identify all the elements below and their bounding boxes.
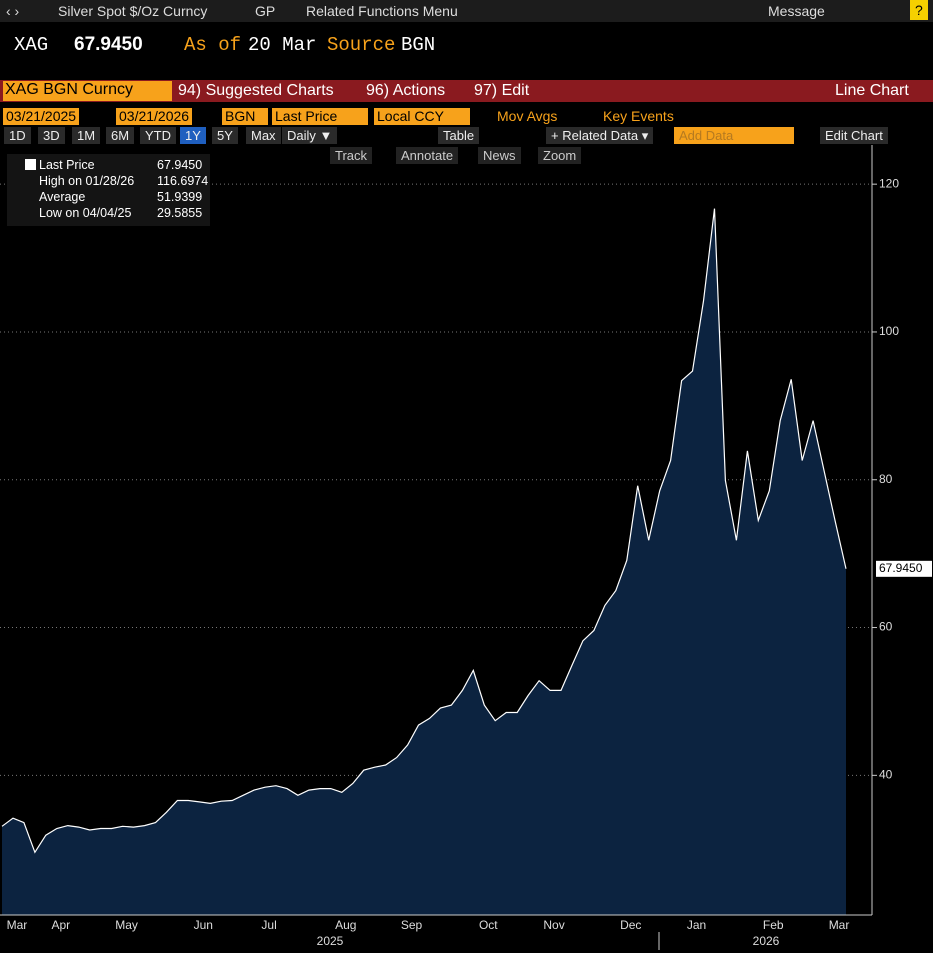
field[interactable]: Last Price [272, 108, 368, 125]
start-date[interactable]: 03/21/2025 [3, 108, 80, 125]
legend-value: 51.9399 [157, 190, 203, 204]
button[interactable]: Edit Chart [820, 127, 888, 144]
area [2, 208, 846, 916]
x-tick-label: Aug [335, 918, 356, 932]
top-bar: ‹ › Silver Spot $/Oz Curncy GP Related F… [0, 0, 933, 22]
function[interactable]: GP [255, 3, 276, 19]
x-tick-label: Jun [194, 918, 213, 932]
actions[interactable]: 96) Actions [366, 82, 446, 99]
button[interactable]: + Related Data ▾ [546, 127, 654, 144]
x-tick-label: Sep [401, 918, 423, 932]
button[interactable]: 5Y [212, 127, 238, 144]
suggested[interactable]: 94) Suggested Charts [178, 82, 334, 99]
last-price-label: 67.9450 [879, 561, 923, 575]
x-tick-label: Mar [829, 918, 850, 932]
button[interactable]: 1M [72, 127, 101, 144]
src: BGN [401, 34, 436, 56]
button[interactable]: 3D [38, 127, 65, 144]
legend-label: High on 01/28/26 [39, 174, 135, 188]
help[interactable]: ? [910, 0, 928, 20]
source: Source [327, 34, 396, 56]
menu[interactable]: Related Functions Menu [306, 3, 458, 19]
currency[interactable]: Local CCY [374, 108, 470, 125]
legend: Last Price 67.9450 High on 01/28/26 116.697… [7, 154, 210, 226]
security[interactable]: Silver Spot $/Oz Curncy [58, 3, 208, 19]
x-tick-label: Mar [7, 918, 28, 932]
y-tick-label: 100 [879, 324, 899, 338]
last-price-box [876, 560, 932, 577]
button[interactable]: 1D [4, 127, 31, 144]
x-tick-label: Feb [763, 918, 784, 932]
y-tick-label: 60 [879, 620, 893, 634]
legend-swatch [25, 159, 36, 170]
legend-value: 29.5855 [157, 206, 203, 220]
x-tick-label: Jul [261, 918, 276, 932]
button[interactable]: 6M [106, 127, 135, 144]
asof: As of [184, 34, 242, 56]
legend-label: Low on 04/04/25 [39, 206, 132, 220]
x-tick-label: Jan [687, 918, 706, 932]
key-events[interactable]: Key Events [603, 108, 674, 124]
price: 67.9450 [74, 34, 143, 55]
edit[interactable]: 97) Edit [474, 82, 530, 99]
year-label: 2026 [753, 934, 780, 948]
end-date[interactable]: 03/21/2026 [116, 108, 193, 125]
legend-label: Average [39, 190, 86, 204]
x-tick-label: Apr [51, 918, 70, 932]
track[interactable]: Track [330, 147, 373, 164]
security-field[interactable]: XAG BGN Curncy [3, 81, 172, 101]
message[interactable]: Message [768, 3, 825, 19]
chart-type: Line Chart [835, 82, 909, 99]
x-tick-label: May [115, 918, 138, 932]
zoom[interactable]: Zoom [538, 147, 582, 164]
button[interactable]: 1Y [180, 127, 206, 144]
button[interactable]: Table [438, 127, 480, 144]
x-tick-label: Oct [479, 918, 498, 932]
source-field[interactable]: BGN [222, 108, 268, 125]
y-tick-label: 80 [879, 472, 893, 486]
button[interactable]: Daily ▼ [282, 127, 338, 144]
legend-value: 67.9450 [157, 158, 203, 172]
year-label: 2025 [317, 934, 344, 948]
date: 20 Mar [248, 34, 317, 56]
nav[interactable]: ‹ › [6, 3, 20, 19]
button[interactable]: Add Data [674, 127, 794, 144]
ticker: XAG [14, 34, 49, 56]
y-tick-label: 120 [879, 176, 899, 190]
button[interactable]: Max [246, 127, 281, 144]
y-tick-label: 40 [879, 768, 893, 782]
annotate[interactable]: Annotate [396, 147, 459, 164]
x-tick-label: Dec [620, 918, 641, 932]
function-bar: XAG BGN Curncy 94) Suggested Charts 96) … [0, 80, 933, 102]
line [1, 208, 847, 854]
button[interactable]: YTD [140, 127, 176, 144]
legend-value: 116.6974 [157, 174, 209, 188]
legend-label: Last Price [39, 158, 95, 172]
mov-avgs[interactable]: Mov Avgs [497, 108, 558, 124]
x-tick-label: Nov [543, 918, 564, 932]
news[interactable]: News [478, 147, 521, 164]
